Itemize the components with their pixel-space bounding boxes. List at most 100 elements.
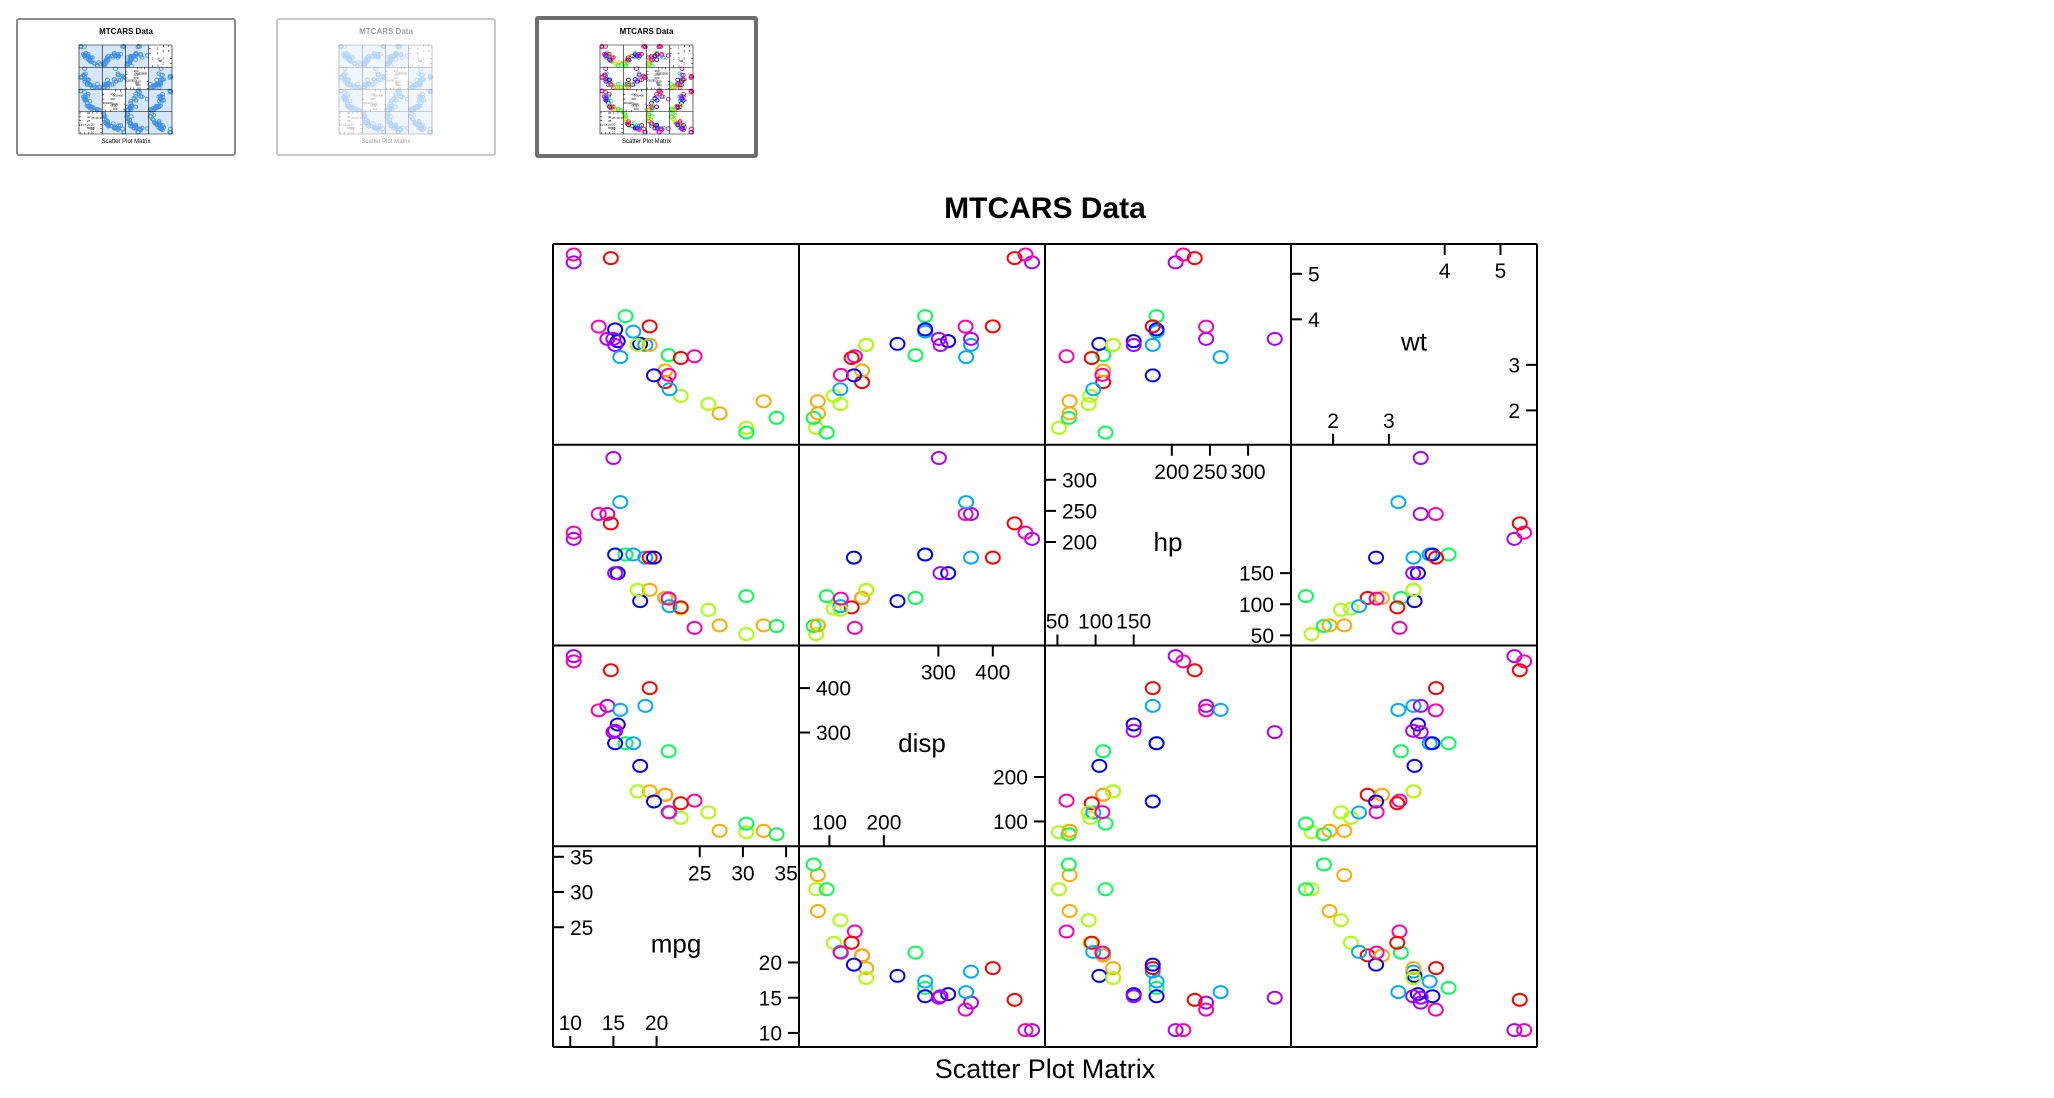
- data-point: [418, 126, 424, 131]
- tick-label-wt-4: 4: [162, 49, 164, 53]
- data-point: [102, 114, 108, 119]
- data-point: [346, 77, 351, 82]
- data-point: [82, 53, 88, 58]
- data-point: [354, 108, 360, 113]
- data-point: [388, 57, 394, 62]
- tick-label-mpg-20: 20: [759, 952, 782, 975]
- data-point: [1406, 758, 1423, 773]
- tick-label-disp-400: 400: [631, 92, 636, 96]
- data-point: [113, 79, 119, 84]
- data-point: [660, 55, 666, 60]
- tick-label-disp-300: 300: [634, 94, 639, 98]
- tick-label-disp-200: 200: [866, 811, 901, 834]
- tick-label-mpg-20: 20: [608, 123, 612, 127]
- data-point: [113, 126, 118, 131]
- scatter-panel: [362, 45, 386, 68]
- data-point: [338, 44, 344, 49]
- variable-label-hp: hp: [395, 80, 400, 85]
- data-point: [711, 618, 728, 633]
- data-point: [1342, 935, 1359, 950]
- data-point: [385, 107, 391, 113]
- data-point: [373, 54, 379, 59]
- tick-label-wt-3: 3: [678, 56, 680, 60]
- data-point: [413, 103, 419, 109]
- data-point: [818, 589, 835, 604]
- data-point: [660, 805, 677, 820]
- data-point: [1428, 550, 1445, 565]
- data-point: [354, 81, 360, 87]
- data-point: [363, 121, 369, 126]
- data-point: [1332, 602, 1349, 617]
- scatter-panel: [362, 111, 386, 134]
- data-point: [1175, 654, 1192, 669]
- data-point: [1266, 725, 1283, 740]
- data-point: [156, 71, 162, 76]
- thumbnail-plot-2[interactable]: MTCARS Data wt 2 2 3 3 4 4 5 5 hp 50 50 100 100 150 150…: [276, 18, 496, 156]
- data-point: [86, 104, 91, 109]
- thumbnail-subtitle: Scatter Plot Matrix: [101, 139, 151, 145]
- data-point: [417, 79, 423, 84]
- data-point: [338, 75, 344, 80]
- thumbnail-content: MTCARS Data wt 2 2 3 3 4 4 5 5 hp 50 50 100 100 150 150…: [278, 20, 494, 154]
- data-point: [393, 57, 399, 62]
- tick-label-mpg-20: 20: [91, 123, 95, 127]
- data-point: [348, 83, 354, 88]
- thumbnail-plot-3-selected[interactable]: MTCARS Data wt 2 2 3 3 4 4 5 5 hp 50 50 100 100 150 150…: [535, 16, 758, 158]
- tick-label-hp-250: 250: [139, 71, 144, 75]
- data-point: [408, 86, 414, 91]
- data-point: [118, 123, 123, 128]
- data-point: [711, 406, 728, 421]
- tick-label-wt-4: 4: [1308, 309, 1320, 332]
- data-point: [393, 52, 399, 57]
- tick-label-hp-150: 150: [396, 80, 401, 84]
- data-point: [397, 126, 403, 131]
- data-point: [1389, 935, 1406, 950]
- data-point: [845, 957, 862, 972]
- data-point: [347, 82, 353, 87]
- data-point: [342, 96, 348, 102]
- data-point: [1412, 725, 1429, 740]
- data-point: [1061, 394, 1078, 409]
- data-point: [603, 55, 609, 60]
- data-point: [672, 388, 689, 403]
- tick-label-mpg-10: 10: [339, 123, 343, 127]
- data-point: [389, 123, 395, 128]
- data-point: [1085, 944, 1102, 959]
- data-point: [660, 591, 677, 606]
- data-point: [1017, 1023, 1034, 1038]
- tick-label-hp-50: 50: [1046, 611, 1069, 634]
- tick-label-hp-200: 200: [656, 71, 661, 75]
- data-point: [843, 935, 860, 950]
- data-point: [963, 550, 980, 565]
- data-point: [1336, 868, 1353, 883]
- data-point: [639, 52, 644, 57]
- data-point: [1315, 619, 1332, 634]
- data-point: [344, 103, 350, 108]
- data-point: [378, 52, 383, 57]
- data-point: [854, 591, 871, 606]
- data-point: [1125, 334, 1142, 349]
- tick-label-hp-150: 150: [136, 80, 141, 84]
- data-point: [1125, 338, 1142, 353]
- data-point: [421, 125, 427, 130]
- tick-label-wt-3: 3: [422, 56, 424, 60]
- data-point: [1148, 736, 1165, 751]
- data-point: [649, 121, 655, 126]
- data-point: [658, 126, 664, 131]
- data-point: [364, 120, 370, 125]
- tick-label-mpg-10: 10: [612, 131, 616, 135]
- tick-label-mpg-30: 30: [731, 862, 754, 885]
- data-point: [963, 964, 980, 979]
- data-point: [832, 367, 849, 382]
- data-point: [369, 53, 374, 59]
- data-point: [407, 114, 413, 119]
- data-point: [1321, 618, 1338, 633]
- data-point: [738, 589, 755, 604]
- data-point: [342, 71, 348, 76]
- tick-label-disp-400: 400: [118, 94, 123, 98]
- data-point: [889, 968, 906, 983]
- thumbnail-plot-1[interactable]: MTCARS Data wt 2 2 3 3 4 4 5 5 hp 50 50 100 100 150 150…: [16, 18, 236, 156]
- data-point: [608, 82, 614, 87]
- data-point: [419, 126, 425, 131]
- data-point: [1212, 350, 1229, 365]
